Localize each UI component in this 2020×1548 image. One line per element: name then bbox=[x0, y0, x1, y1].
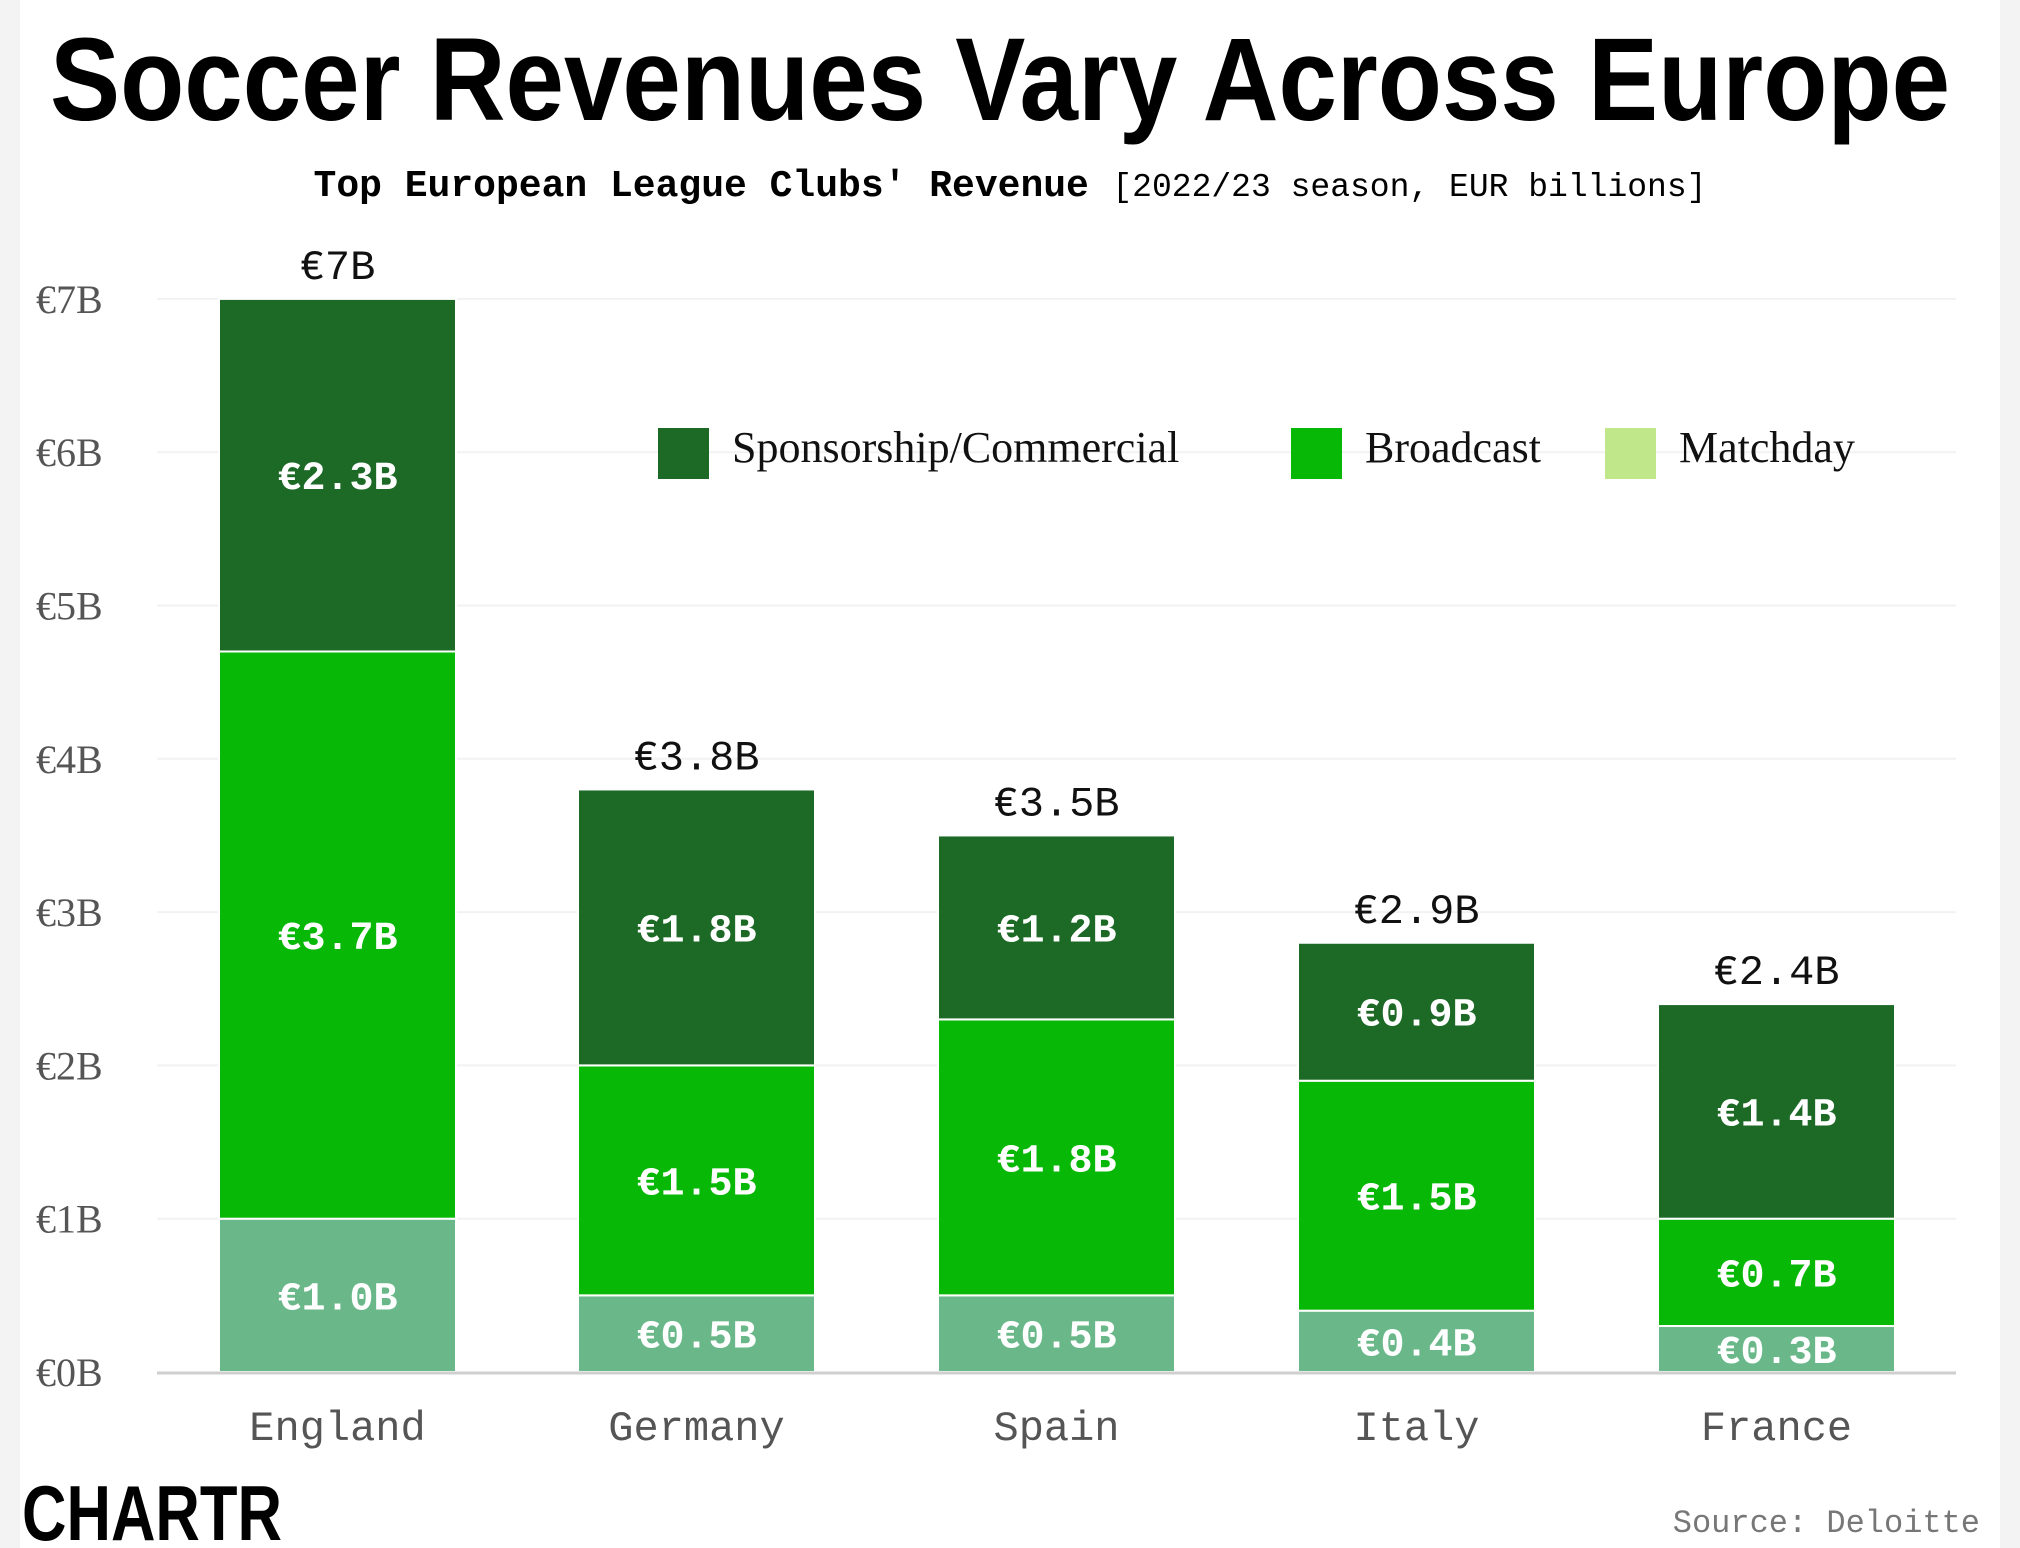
segment-label: €0.3B bbox=[1716, 1331, 1836, 1376]
segment-label: €0.7B bbox=[1716, 1254, 1836, 1299]
legend-swatch bbox=[1291, 428, 1342, 479]
bar-segment-sponsorship-commercial bbox=[1657, 1003, 1896, 1220]
bar-segment-sponsorship-commercial bbox=[218, 297, 457, 653]
bar-segment-sponsorship-commercial bbox=[577, 788, 816, 1067]
segment-label: €1.5B bbox=[1356, 1178, 1476, 1223]
left-edge bbox=[0, 0, 20, 1548]
chart-subtitle: Top European League Clubs' Revenue [2022… bbox=[314, 163, 1707, 208]
x-tick-label: Germany bbox=[608, 1405, 784, 1453]
bar-segment-broadcast bbox=[937, 1018, 1176, 1297]
bar-segment-broadcast bbox=[1297, 1079, 1536, 1312]
y-tick-label: €0B bbox=[36, 1350, 103, 1395]
source-note: Source: Deloitte bbox=[1673, 1505, 1980, 1542]
segment-label: €0.5B bbox=[636, 1316, 756, 1361]
legend-label: Matchday bbox=[1679, 423, 1855, 472]
bar-segment-matchday bbox=[1657, 1325, 1896, 1374]
y-tick-label: €4B bbox=[36, 737, 103, 782]
y-tick-label: €1B bbox=[36, 1197, 103, 1242]
bar-segment-broadcast bbox=[1657, 1217, 1896, 1328]
total-label: €3.8B bbox=[633, 734, 759, 782]
segment-label: €1.8B bbox=[996, 1139, 1116, 1184]
segment-label: €1.8B bbox=[636, 909, 756, 954]
segment-label: €1.2B bbox=[996, 909, 1116, 954]
segment-label: €0.5B bbox=[996, 1316, 1116, 1361]
chartr-logo: CHARTR bbox=[22, 1469, 282, 1548]
right-edge bbox=[2000, 0, 2020, 1548]
legend-swatch bbox=[658, 428, 709, 479]
segment-label: €1.5B bbox=[636, 1162, 756, 1207]
total-label: €2.4B bbox=[1713, 949, 1839, 997]
subtitle-note: [2022/23 season, EUR billions] bbox=[1112, 169, 1706, 206]
legend-label: Broadcast bbox=[1365, 423, 1541, 472]
x-tick-label: France bbox=[1701, 1405, 1852, 1453]
segment-label: €0.9B bbox=[1356, 994, 1476, 1039]
segment-label: €1.0B bbox=[277, 1277, 397, 1322]
bar-segment-matchday bbox=[937, 1294, 1176, 1373]
bar-segment-broadcast bbox=[218, 650, 457, 1220]
segment-label: €2.3B bbox=[277, 457, 397, 502]
total-label: €2.9B bbox=[1353, 888, 1479, 936]
x-tick-label: Italy bbox=[1353, 1405, 1479, 1453]
segment-label: €0.4B bbox=[1356, 1323, 1476, 1368]
subtitle-bold: Top European League Clubs' Revenue bbox=[314, 165, 1089, 208]
total-label: €3.5B bbox=[993, 780, 1119, 828]
bar-segment-sponsorship-commercial bbox=[1297, 941, 1536, 1082]
chart-title: Soccer Revenues Vary Across Europe bbox=[50, 14, 1950, 146]
bar-segment-matchday bbox=[218, 1217, 457, 1373]
legend-label: Sponsorship/Commercial bbox=[732, 423, 1179, 472]
x-tick-label: Spain bbox=[993, 1405, 1119, 1453]
bar-segment-matchday bbox=[1297, 1309, 1536, 1374]
bar-segment-sponsorship-commercial bbox=[937, 834, 1176, 1021]
legend-swatch bbox=[1605, 428, 1656, 479]
y-tick-label: €2B bbox=[36, 1043, 103, 1088]
segment-label: €3.7B bbox=[277, 917, 397, 962]
total-label: €7B bbox=[300, 244, 376, 292]
y-tick-label: €5B bbox=[36, 584, 103, 629]
y-tick-label: €3B bbox=[36, 890, 103, 935]
y-tick-label: €7B bbox=[36, 277, 103, 322]
bar-segment-matchday bbox=[577, 1294, 816, 1373]
x-tick-label: England bbox=[249, 1405, 425, 1453]
y-tick-label: €6B bbox=[36, 430, 103, 475]
bar-segment-broadcast bbox=[577, 1064, 816, 1297]
segment-label: €1.4B bbox=[1716, 1093, 1836, 1138]
